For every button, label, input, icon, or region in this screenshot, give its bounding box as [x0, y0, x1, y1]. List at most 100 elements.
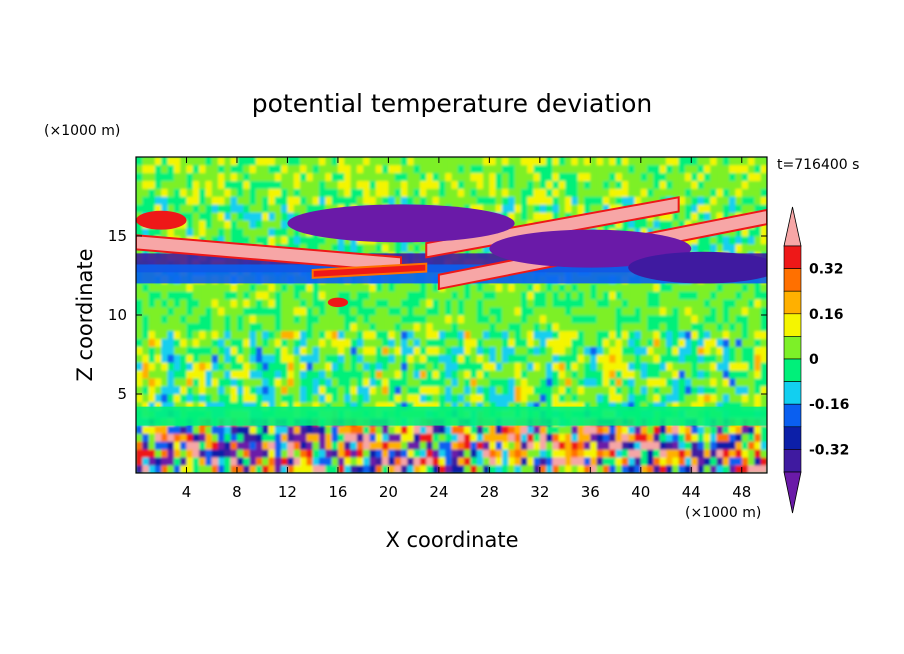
- field-cell: [230, 370, 238, 379]
- field-cell: [142, 465, 149, 473]
- field-cell: [148, 401, 156, 411]
- field-cell: [703, 172, 711, 182]
- field-cell: [136, 228, 143, 237]
- field-cell: [483, 283, 490, 292]
- field-cell: [287, 362, 294, 371]
- field-cell: [306, 322, 313, 332]
- field-cell: [501, 346, 509, 355]
- field-cell: [287, 172, 294, 182]
- field-cell: [401, 291, 408, 300]
- field-cell: [729, 299, 736, 308]
- field-cell: [596, 180, 604, 189]
- field-cell: [318, 370, 326, 379]
- field-cell: [476, 386, 484, 395]
- field-cell: [672, 457, 679, 466]
- field-cell: [236, 401, 244, 411]
- field-cell: [609, 283, 616, 292]
- field-cell: [634, 338, 642, 347]
- field-cell: [703, 212, 711, 221]
- field-cell: [262, 228, 269, 237]
- field-cell: [173, 433, 181, 442]
- field-cell: [186, 378, 194, 387]
- field-cell: [596, 457, 604, 466]
- field-cell: [293, 457, 301, 466]
- field-cell: [590, 394, 597, 403]
- field-cell: [602, 449, 610, 458]
- field-cell: [262, 425, 269, 434]
- field-cell: [451, 196, 459, 205]
- field-cell: [659, 346, 667, 355]
- field-cell: [590, 180, 597, 189]
- field-cell: [287, 465, 294, 473]
- field-cell: [602, 291, 610, 300]
- field-cell: [470, 322, 477, 332]
- field-cell: [344, 394, 351, 403]
- field-cell: [407, 283, 414, 292]
- field-cell: [596, 425, 604, 434]
- field-cell: [628, 220, 635, 229]
- field-cell: [470, 338, 477, 347]
- field-cell: [546, 157, 553, 166]
- field-cell: [514, 283, 522, 292]
- field-cell: [741, 172, 749, 182]
- field-cell: [672, 449, 679, 458]
- field-cell: [230, 433, 238, 442]
- field-cell: [306, 164, 313, 174]
- field-cell: [426, 283, 433, 292]
- field-cell: [659, 180, 667, 189]
- field-cell: [312, 338, 320, 347]
- field-cell: [527, 291, 534, 300]
- field-cell: [205, 362, 212, 371]
- field-cell: [710, 394, 717, 403]
- field-cell: [274, 212, 282, 221]
- field-cell: [350, 465, 358, 473]
- field-cell: [489, 180, 496, 189]
- field-cell: [438, 180, 446, 189]
- field-cell: [451, 307, 459, 316]
- field-cell: [590, 449, 597, 458]
- field-cell: [710, 449, 717, 458]
- field-cell: [621, 441, 629, 450]
- field-cell: [628, 330, 635, 340]
- field-cell: [161, 188, 168, 197]
- field-cell: [255, 180, 263, 189]
- field-cell: [419, 370, 427, 379]
- field-cell: [173, 299, 181, 308]
- field-cell: [710, 401, 717, 411]
- field-cell: [306, 394, 313, 403]
- field-cell: [577, 457, 585, 466]
- field-cell: [678, 204, 686, 213]
- field-cell: [426, 180, 433, 189]
- field-cell: [199, 164, 206, 174]
- field-cell: [274, 433, 282, 442]
- field-cell: [451, 291, 459, 300]
- field-cell: [312, 243, 320, 253]
- field-cell: [508, 401, 515, 411]
- field-cell: [167, 394, 175, 403]
- field-cell: [312, 322, 320, 332]
- field-cell: [293, 433, 301, 442]
- field-cell: [735, 283, 743, 292]
- field-cell: [596, 370, 604, 379]
- field-cell: [691, 425, 698, 434]
- field-cell: [224, 204, 231, 213]
- field-cell: [735, 346, 743, 355]
- field-cell: [722, 457, 730, 466]
- field-cell: [211, 354, 219, 363]
- field-cell: [634, 441, 642, 450]
- field-cell: [268, 204, 276, 213]
- field-cell: [249, 164, 257, 174]
- field-cell: [659, 330, 667, 340]
- field-cell: [249, 212, 257, 221]
- field-cell: [438, 433, 446, 442]
- field-cell: [350, 322, 358, 332]
- field-cell: [180, 457, 187, 466]
- field-cell: [678, 433, 686, 442]
- field-cell: [748, 370, 755, 379]
- field-cell: [653, 172, 660, 182]
- field-cell: [211, 433, 219, 442]
- field-cell: [136, 465, 143, 473]
- field-cell: [476, 370, 484, 379]
- field-cell: [533, 449, 541, 458]
- field-cell: [293, 157, 301, 166]
